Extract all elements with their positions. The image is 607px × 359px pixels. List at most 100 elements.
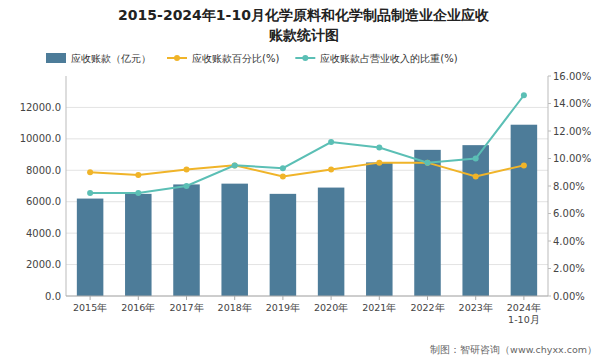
y-tick-label: 4000.0	[26, 228, 61, 239]
y2-tick-label: 0.00%	[553, 291, 585, 302]
x-tick-label: 2021年	[362, 302, 396, 313]
bar	[270, 194, 297, 296]
line-marker	[473, 156, 479, 162]
bar	[511, 125, 538, 296]
legend-label: 应收账款占营业收入的比重(%)	[320, 53, 457, 64]
bar	[462, 145, 489, 296]
line	[90, 163, 524, 177]
x-tick-label: 2022年	[410, 302, 444, 313]
bar	[318, 188, 345, 296]
title: 2015-2024年1-10月化学原料和化学制品制造业企业应收	[118, 7, 490, 23]
bar	[221, 184, 248, 296]
y-tick-label: 0.0	[45, 291, 61, 302]
line-marker	[328, 167, 334, 173]
y2-tick-label: 8.00%	[553, 181, 585, 192]
x-tick-label-line: 2018年	[218, 302, 252, 313]
x-tick-label: 2020年	[314, 302, 348, 313]
x-tick	[138, 296, 139, 300]
chart: 2015-2024年1-10月化学原料和化学制品制造业企业应收账款统计图 0.0 2…	[0, 0, 607, 359]
legend-label: 应收账款百分比(%)	[192, 53, 279, 64]
line-marker	[87, 169, 93, 175]
x-tick-label: 2018年	[218, 302, 252, 313]
x-tick	[427, 296, 428, 300]
legend-label: 应收账款（亿元）	[71, 53, 151, 64]
line-marker	[184, 183, 190, 189]
legend-item: 应收账款（亿元）	[46, 53, 151, 64]
line-marker	[521, 162, 527, 168]
y2-tick-label: 4.00%	[553, 236, 585, 247]
x-tick-label: 2024年1-10月	[507, 302, 541, 325]
legend-marker	[302, 55, 308, 61]
line-marker	[425, 160, 431, 166]
y-tick-label: 2000.0	[26, 259, 61, 270]
y2-tick-label: 6.00%	[553, 208, 585, 219]
x-tick-label: 2016年	[121, 302, 155, 313]
x-tick-label-line: 1-10月	[508, 314, 540, 325]
x-tick-label-line: 2020年	[314, 302, 348, 313]
x-tick	[234, 296, 235, 300]
x-tick	[331, 296, 332, 300]
line-marker	[280, 173, 286, 179]
y2-axis-line	[548, 76, 549, 296]
line-marker	[376, 160, 382, 166]
y2-tick-label: 16.00%	[553, 71, 591, 82]
y2-tick-label: 14.00%	[553, 98, 591, 109]
line-marker	[425, 160, 431, 166]
x-tick	[90, 296, 91, 300]
grid-line	[66, 107, 548, 108]
line-marker	[232, 162, 238, 168]
bar	[366, 162, 393, 296]
y-tick-label: 8000.0	[26, 165, 61, 176]
x-tick	[282, 296, 283, 300]
x-tick-label-line: 2022年	[410, 302, 444, 313]
x-tick-label: 2019年	[266, 302, 300, 313]
line	[90, 95, 524, 193]
line-marker	[473, 173, 479, 179]
x-tick	[186, 296, 187, 300]
legend-marker	[174, 55, 180, 61]
background	[0, 0, 607, 359]
bar	[77, 199, 104, 296]
line-marker	[280, 165, 286, 171]
legend: 应收账款（亿元） 应收账款百分比(%) 应收账款占营业收入的比重(%)	[46, 53, 458, 64]
line-marker	[184, 167, 190, 173]
line-marker	[376, 145, 382, 151]
x-tick	[379, 296, 380, 300]
bar	[414, 150, 441, 296]
subtitle: 账款统计图	[268, 27, 339, 43]
x-tick-label: 2023年	[459, 302, 493, 313]
y2-tick-label: 2.00%	[553, 263, 585, 274]
y2-tick-label: 10.00%	[553, 153, 591, 164]
x-tick	[523, 296, 524, 300]
legend-item: 应收账款占营业收入的比重(%)	[295, 53, 457, 64]
x-tick-label: 2015年	[73, 302, 107, 313]
plot-area	[77, 92, 537, 296]
line-marker	[135, 190, 141, 196]
y-tick-label: 6000.0	[26, 196, 61, 207]
bar	[125, 194, 152, 296]
legend-item: 应收账款百分比(%)	[167, 53, 279, 64]
line-marker	[87, 190, 93, 196]
x-tick-label-line: 2019年	[266, 302, 300, 313]
legend-swatch	[46, 53, 66, 63]
x-tick-label-line: 2015年	[73, 302, 107, 313]
x-tick	[475, 296, 476, 300]
y-tick-label: 10000.0	[20, 133, 61, 144]
x-tick-label: 2017年	[169, 302, 203, 313]
line-marker	[135, 172, 141, 178]
line-marker	[521, 92, 527, 98]
grid	[66, 107, 548, 296]
bar	[173, 184, 200, 296]
line-marker	[232, 162, 238, 168]
x-tick-label-line: 2016年	[121, 302, 155, 313]
grid-line	[66, 138, 548, 139]
y2-tick-label: 12.00%	[553, 126, 591, 137]
x-tick-label-line: 2023年	[459, 302, 493, 313]
x-tick-label-line: 2021年	[362, 302, 396, 313]
line-marker	[328, 139, 334, 145]
y-tick-label: 12000.0	[20, 102, 61, 113]
x-tick-label-line: 2024年	[507, 302, 541, 313]
y-axis-line	[66, 76, 67, 296]
x-tick-label-line: 2017年	[169, 302, 203, 313]
footer: 制图：智研咨询（www.chyxx.com）	[430, 344, 597, 355]
